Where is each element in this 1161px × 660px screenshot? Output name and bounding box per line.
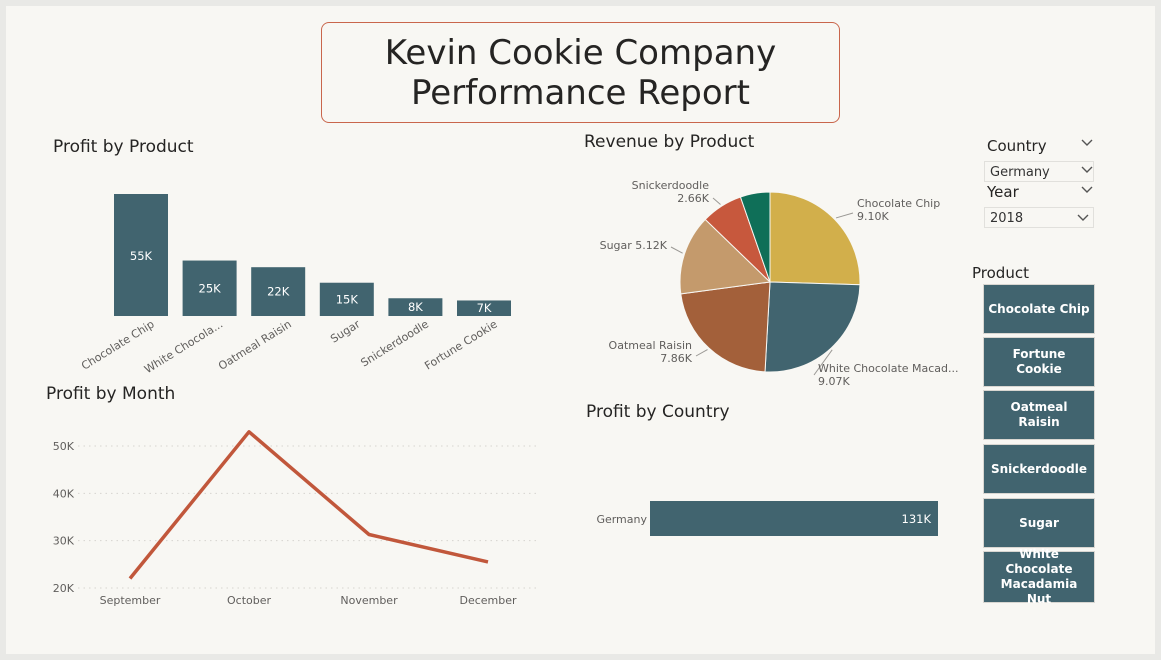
profit-by-product-bar[interactable] [319,282,374,316]
profit-by-product-category-label: Snickerdoodle [358,317,431,369]
profit-by-product-title: Profit by Product [53,137,194,157]
profit-by-month-ytick-label: 50K [53,440,75,453]
profit-by-month-title: Profit by Month [46,384,176,404]
profit-by-month-xtick-label: December [459,594,517,607]
chevron-down-icon[interactable] [1080,183,1094,197]
revenue-by-product-title: Revenue by Product [584,132,755,152]
country-dropdown[interactable]: Germany [984,161,1094,182]
revenue-pie-label: Sugar 5.12K [600,239,668,252]
profit-by-country-bar[interactable] [650,501,938,536]
revenue-pie-slice[interactable] [769,191,861,286]
revenue-pie-value-label: 2.66K [677,192,709,205]
country-dropdown-value: Germany [990,165,1050,180]
profit-by-month-ytick-label: 20K [53,582,75,595]
report-title-line-1: Kevin Cookie Company [384,32,777,73]
profit-by-product-category-label: Sugar [328,317,363,345]
profit-by-product-bar[interactable] [114,194,168,316]
profit-by-month-xtick-label: September [100,594,161,607]
revenue-pie-slice[interactable] [680,281,771,373]
report-canvas: Kevin Cookie Company Performance Report … [6,6,1155,654]
product-button-snickerdoodle[interactable]: Snickerdoodle [983,444,1095,494]
profit-by-country-chart[interactable]: 131K Germany [576,486,956,556]
profit-by-product-data-label: 8K [408,300,423,314]
revenue-pie-value-label: 9.07K [818,375,850,388]
profit-by-product-bar[interactable] [251,267,306,316]
profit-by-product-data-label: 15K [336,292,359,306]
product-slicer-label: Product [972,264,1029,282]
profit-by-month-xtick-label: October [227,594,271,607]
revenue-pie-leader-line [712,197,721,205]
profit-by-country-title: Profit by Country [586,402,730,422]
product-button-chocolate-chip[interactable]: Chocolate Chip [983,284,1095,334]
year-dropdown[interactable]: 2018 [984,207,1094,228]
revenue-pie-leader-line [813,349,833,376]
product-button-white-chocolate-macadamia-nut[interactable]: White Chocolate Macadamia Nut [983,547,1095,606]
revenue-pie-leader-line [835,212,854,219]
chevron-down-icon[interactable] [1080,136,1094,150]
chevron-down-icon[interactable] [1076,211,1090,225]
revenue-pie-value-label: 9.10K [857,210,889,223]
country-slicer-label: Country [987,137,1047,155]
revenue-pie-label: Oatmeal Raisin [609,339,692,352]
revenue-pie-value-label: 7.86K [660,352,692,365]
profit-by-country-data-label: 131K [902,512,932,526]
profit-by-month-xtick-label: November [340,594,398,607]
profit-by-product-bar[interactable] [457,300,511,316]
profit-by-country-category-label: Germany [596,513,647,526]
report-title-box: Kevin Cookie Company Performance Report [321,22,840,123]
profit-by-product-data-label: 25K [199,281,222,295]
profit-by-product-bar[interactable] [388,298,443,316]
profit-by-product-data-label: 7K [477,301,492,315]
revenue-pie-slice[interactable] [739,191,771,283]
profit-by-product-data-label: 55K [130,249,153,263]
revenue-pie-label: White Chocolate Macad... [818,362,959,375]
report-title-line-2: Performance Report [411,72,750,113]
year-dropdown-value: 2018 [990,211,1024,226]
profit-by-product-data-label: 22K [267,285,290,299]
chevron-down-icon[interactable] [1080,163,1094,177]
profit-by-product-category-label: Oatmeal Raisin [216,318,294,373]
profit-by-month-ytick-label: 40K [53,487,75,500]
profit-by-product-bar[interactable] [182,260,237,316]
revenue-pie-label: Chocolate Chip [857,197,940,210]
revenue-pie-label: Snickerdoodle [632,179,710,192]
product-button-fortune-cookie[interactable]: Fortune Cookie [983,337,1095,387]
revenue-pie-slice[interactable] [764,281,861,373]
profit-by-month-ytick-label: 30K [53,535,75,548]
profit-by-product-category-label: Fortune Cookie [422,317,500,372]
revenue-pie-slice[interactable] [679,218,772,295]
year-slicer-label: Year [987,183,1019,201]
profit-by-month-chart[interactable]: 20K 30K 40K 50K September October November Dece… [26,416,546,616]
revenue-pie-leader-line [670,246,683,254]
profit-by-month-line[interactable] [128,430,489,580]
product-button-sugar[interactable]: Sugar [983,498,1095,548]
product-button-oatmeal-raisin[interactable]: Oatmeal Raisin [983,390,1095,440]
revenue-pie-leader-line [695,349,708,357]
